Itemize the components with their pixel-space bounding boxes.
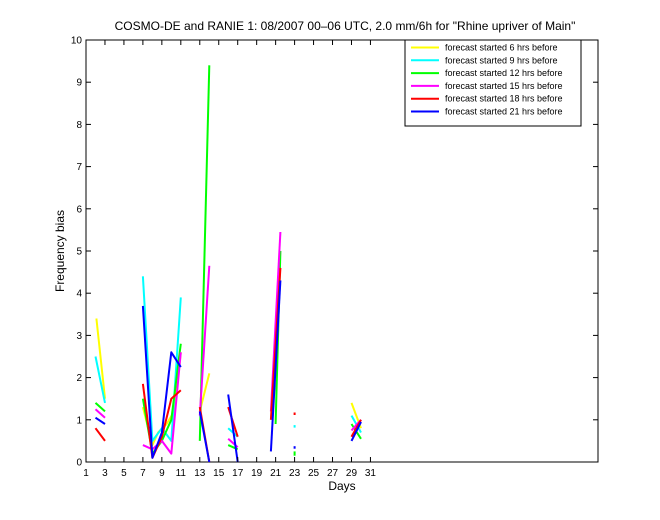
series-line-segment [198, 411, 211, 463]
series-line-segment [227, 394, 239, 463]
legend-label: forecast started 21 hrs before [445, 107, 563, 117]
y-axis-ticks: 0 1 2 3 4 5 6 7 8 9 10 [71, 36, 598, 469]
x-tick-label: 25 [308, 468, 320, 479]
x-tick-label: 13 [194, 468, 206, 479]
legend-label: forecast started 15 hrs before [445, 81, 563, 91]
x-tick-label: 9 [159, 468, 165, 479]
series-line-segment [94, 408, 106, 419]
x-tick-label: 5 [121, 468, 127, 479]
y-tick-label: 1 [76, 415, 82, 426]
series-line-segment [269, 280, 282, 452]
series-line-segment [94, 416, 106, 425]
y-tick-label: 9 [76, 78, 82, 89]
x-tick-label: 19 [251, 468, 263, 479]
series-line-segment [141, 305, 182, 459]
y-axis-label: Frequency bias [53, 210, 67, 292]
y-tick-label: 6 [76, 204, 82, 215]
x-tick-label: 15 [213, 468, 225, 479]
x-tick-label: 23 [289, 468, 301, 479]
y-tick-label: 5 [76, 247, 82, 258]
series-6 [94, 280, 362, 463]
y-tick-label: 0 [76, 458, 82, 469]
series-line-segment [94, 356, 106, 404]
y-tick-label: 4 [76, 289, 82, 300]
legend-label: forecast started 6 hrs before [445, 43, 558, 53]
x-axis-ticks: 1 3 5 7 9 11 13 15 17 19 21 23 25 27 29 31 [83, 40, 376, 479]
x-tick-label: 17 [232, 468, 244, 479]
legend-label: forecast started 12 hrs before [445, 68, 563, 78]
legend-label: forecast started 9 hrs before [445, 55, 558, 65]
y-tick-label: 2 [76, 373, 82, 384]
series-line-segment [94, 402, 106, 413]
y-tick-label: 7 [76, 162, 82, 173]
series-line-segment [350, 419, 362, 438]
legend: forecast started 6 hrs before forecast st… [404, 39, 582, 127]
x-tick-label: 31 [365, 468, 377, 479]
x-tick-label: 27 [327, 468, 339, 479]
series-layer [94, 65, 362, 463]
y-tick-label: 8 [76, 120, 82, 131]
x-tick-label: 21 [270, 468, 282, 479]
series-line-segment [141, 383, 182, 459]
series-line-segment [350, 421, 362, 442]
x-tick-label: 7 [140, 468, 146, 479]
series-line-segment [142, 352, 182, 455]
legend-label: forecast started 18 hrs before [445, 94, 563, 104]
y-tick-label: 10 [71, 36, 83, 47]
x-tick-label: 29 [346, 468, 358, 479]
chart-title: COSMO-DE and RANIE 1: 08/2007 00–06 UTC,… [115, 19, 576, 33]
x-tick-label: 3 [102, 468, 108, 479]
series-line-segment [94, 427, 106, 442]
y-tick-label: 3 [76, 331, 82, 342]
x-tick-label: 1 [83, 468, 89, 479]
legend-items: forecast started 6 hrs before forecast st… [411, 43, 563, 117]
x-axis-label: Days [328, 479, 355, 493]
series-line-segment [198, 265, 211, 416]
series-line-segment [95, 318, 106, 399]
x-tick-label: 11 [176, 468, 187, 479]
